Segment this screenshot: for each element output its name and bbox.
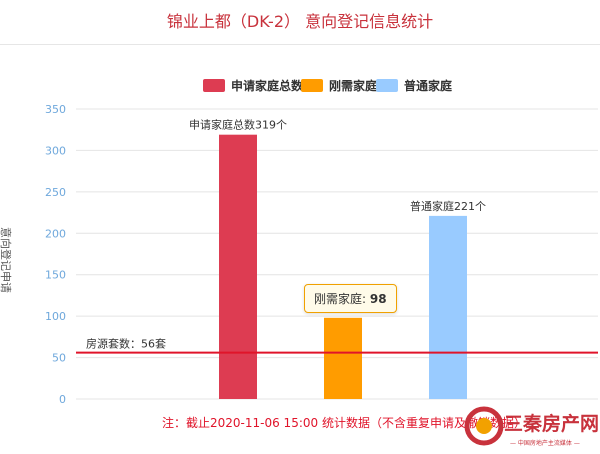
y-tick-label: 150 — [45, 269, 66, 282]
title-divider — [0, 44, 600, 45]
legend-item-total[interactable]: 申请家庭总数 — [203, 76, 303, 94]
bar[interactable] — [219, 134, 257, 399]
reference-line-label: 房源套数：56套 — [86, 337, 166, 351]
logo-swirl-core-icon — [476, 418, 492, 434]
y-tick-label: 350 — [45, 103, 66, 116]
bar[interactable] — [429, 215, 467, 399]
legend-swatch-rigid — [301, 78, 323, 92]
legend-item-normal[interactable]: 普通家庭 — [376, 76, 452, 94]
logo-text: 三秦房产网 — [504, 412, 599, 435]
logo-subtext: — 中国房地产主流媒体 — — [510, 439, 580, 447]
y-tick-label: 50 — [52, 352, 66, 365]
bar[interactable] — [324, 317, 362, 399]
y-tick-label: 300 — [45, 144, 66, 157]
bar-data-label: 普通家庭221个 — [410, 199, 486, 213]
footnote: 注：截止2020-11-06 15:00 统计数据（不含重复申请及撤销数据） — [162, 416, 526, 430]
y-tick-label: 0 — [59, 393, 66, 406]
legend-label-total: 申请家庭总数 — [231, 78, 304, 93]
y-tick-label: 100 — [45, 310, 66, 323]
site-logo: 三秦房产网 — 中国房地产主流媒体 — — [464, 406, 599, 447]
legend-swatch-total — [203, 78, 225, 92]
bar-data-label: 申请家庭总数319个 — [189, 118, 287, 132]
legend-swatch-normal — [376, 78, 398, 92]
legend: 申请家庭总数 刚需家庭 普通家庭 — [0, 76, 600, 94]
chart-title: 锦业上都（DK-2） 意向登记信息统计 — [166, 12, 434, 31]
tooltip-value: 98 — [369, 292, 387, 306]
legend-label-rigid: 刚需家庭 — [329, 78, 378, 93]
legend-label-normal: 普通家庭 — [404, 78, 453, 93]
legend-item-rigid[interactable]: 刚需家庭 — [301, 76, 377, 94]
logo-swirl-icon — [464, 406, 504, 446]
tooltip: 刚需家庭: 98 — [304, 284, 397, 313]
tooltip-series-name: 刚需家庭 — [314, 292, 363, 306]
y-tick-label: 250 — [45, 186, 66, 199]
y-tick-label: 200 — [45, 227, 66, 240]
